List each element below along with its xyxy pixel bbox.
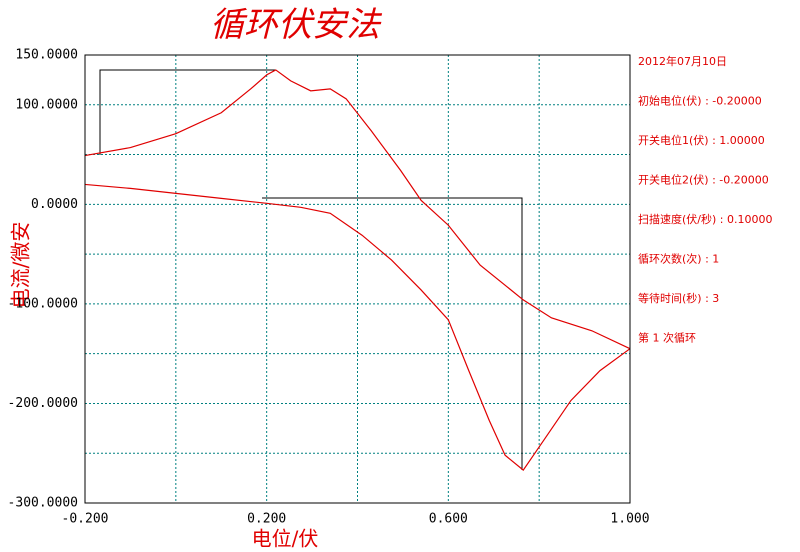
info-line: 扫描速度(伏/秒) : 0.10000 — [638, 212, 772, 226]
switch-marker — [99, 69, 275, 155]
y-axis-label: 电流/微安 — [9, 222, 33, 309]
plot-frame — [84, 54, 631, 504]
info-line: 第 1 次循环 — [638, 331, 696, 345]
y-tick-label: -200.0000 — [8, 396, 78, 411]
curves — [84, 69, 631, 472]
info-line: 开关电位1(伏) : 1.00000 — [638, 133, 765, 147]
y-tick-label: -100.0000 — [8, 296, 78, 311]
info-line: 2012年07月10日 — [638, 54, 727, 68]
x-axis-label: 电位/伏 — [252, 527, 319, 551]
info-line: 初始电位(伏) : -0.20000 — [638, 94, 762, 108]
y-tick-label: 0.0000 — [31, 197, 78, 212]
x-tick-label: 0.200 — [247, 512, 286, 527]
x-tick-label: -0.200 — [62, 512, 109, 527]
y-tick-label: -300.0000 — [8, 496, 78, 511]
x-tick-label: 1.000 — [610, 512, 649, 527]
y-tick-label: 150.0000 — [15, 48, 78, 63]
info-line: 等待时间(秒) : 3 — [638, 291, 719, 305]
info-line: 循环次数(次) : 1 — [638, 252, 719, 266]
cv-curve — [84, 183, 631, 472]
cv-curve — [84, 69, 631, 350]
y-tick-label: 100.0000 — [15, 97, 78, 112]
info-line: 开关电位2(伏) : -0.20000 — [638, 173, 769, 187]
switch-marker — [262, 197, 523, 470]
x-tick-label: 0.600 — [429, 512, 468, 527]
chart-title: 循环伏安法 — [210, 7, 383, 44]
